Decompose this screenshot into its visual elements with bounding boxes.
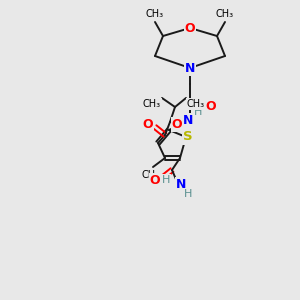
Text: CH₃: CH₃ bbox=[146, 9, 164, 19]
Text: O: O bbox=[185, 22, 195, 34]
Text: N: N bbox=[183, 113, 193, 127]
Text: O: O bbox=[206, 100, 216, 113]
Text: O: O bbox=[143, 118, 153, 130]
Text: O: O bbox=[172, 118, 182, 130]
Text: CH₃: CH₃ bbox=[216, 9, 234, 19]
Text: N: N bbox=[176, 178, 186, 190]
Text: N: N bbox=[185, 61, 195, 74]
Text: CH₃: CH₃ bbox=[143, 99, 161, 109]
Text: CH₃: CH₃ bbox=[142, 170, 160, 180]
Text: S: S bbox=[183, 130, 193, 143]
Text: O: O bbox=[150, 173, 160, 187]
Text: H: H bbox=[162, 175, 170, 185]
Text: H: H bbox=[194, 107, 202, 117]
Text: CH₃: CH₃ bbox=[187, 99, 205, 109]
Text: H: H bbox=[184, 189, 192, 199]
